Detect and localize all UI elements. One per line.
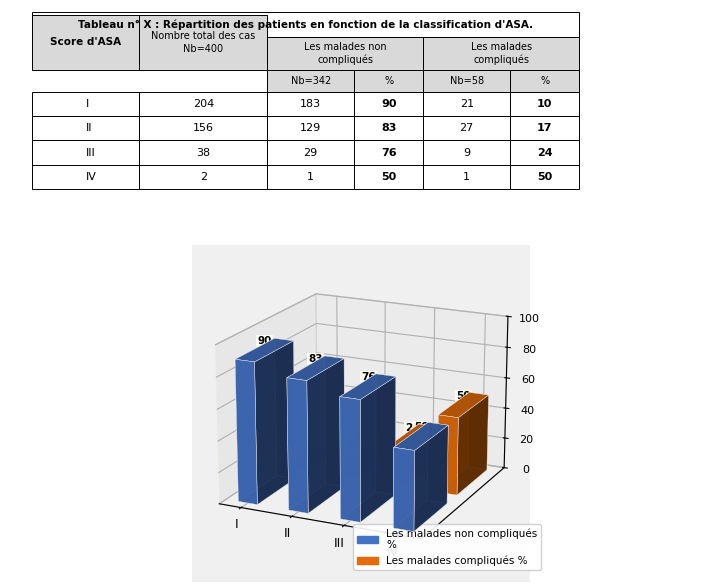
Text: Nb=58: Nb=58 bbox=[450, 76, 484, 86]
FancyBboxPatch shape bbox=[423, 92, 510, 116]
Text: 83: 83 bbox=[381, 123, 396, 133]
FancyBboxPatch shape bbox=[32, 15, 139, 70]
FancyBboxPatch shape bbox=[510, 70, 579, 92]
FancyBboxPatch shape bbox=[423, 37, 579, 70]
FancyBboxPatch shape bbox=[354, 70, 423, 92]
FancyBboxPatch shape bbox=[267, 37, 423, 70]
Text: 21: 21 bbox=[460, 99, 474, 109]
FancyBboxPatch shape bbox=[354, 116, 423, 141]
Text: 129: 129 bbox=[300, 123, 321, 133]
Text: 156: 156 bbox=[193, 123, 214, 133]
FancyBboxPatch shape bbox=[267, 92, 354, 116]
Text: 90: 90 bbox=[381, 99, 396, 109]
FancyBboxPatch shape bbox=[510, 141, 579, 165]
FancyBboxPatch shape bbox=[32, 116, 139, 141]
Text: Nombre total des cas
Nb=400: Nombre total des cas Nb=400 bbox=[151, 31, 256, 54]
Text: Les malades
compliqués: Les malades compliqués bbox=[471, 42, 532, 65]
Text: Les malades non
compliqués: Les malades non compliqués bbox=[304, 42, 387, 65]
Text: III: III bbox=[85, 148, 95, 158]
FancyBboxPatch shape bbox=[510, 165, 579, 189]
Text: I: I bbox=[85, 99, 89, 109]
FancyBboxPatch shape bbox=[139, 116, 267, 141]
Text: %: % bbox=[540, 76, 549, 86]
Text: 183: 183 bbox=[300, 99, 321, 109]
FancyBboxPatch shape bbox=[32, 165, 139, 189]
Text: 50: 50 bbox=[381, 172, 396, 182]
FancyBboxPatch shape bbox=[510, 92, 579, 116]
Text: %: % bbox=[384, 76, 393, 86]
FancyBboxPatch shape bbox=[267, 70, 354, 92]
Legend: Les malades non compliqués
%, Les malades compliqués %: Les malades non compliqués %, Les malade… bbox=[352, 524, 542, 570]
FancyBboxPatch shape bbox=[267, 141, 354, 165]
FancyBboxPatch shape bbox=[423, 141, 510, 165]
FancyBboxPatch shape bbox=[354, 141, 423, 165]
FancyBboxPatch shape bbox=[32, 92, 139, 116]
Text: 17: 17 bbox=[537, 123, 552, 133]
FancyBboxPatch shape bbox=[267, 165, 354, 189]
FancyBboxPatch shape bbox=[139, 92, 267, 116]
FancyBboxPatch shape bbox=[423, 165, 510, 189]
FancyBboxPatch shape bbox=[139, 141, 267, 165]
FancyBboxPatch shape bbox=[423, 70, 510, 92]
Text: 204: 204 bbox=[193, 99, 214, 109]
FancyBboxPatch shape bbox=[139, 165, 267, 189]
Text: Nb=342: Nb=342 bbox=[291, 76, 331, 86]
FancyBboxPatch shape bbox=[32, 12, 579, 37]
Text: 76: 76 bbox=[381, 148, 396, 158]
Text: Tableau n° X : Répartition des patients en fonction de la classification d'ASA.: Tableau n° X : Répartition des patients … bbox=[78, 19, 533, 29]
Text: II: II bbox=[85, 123, 92, 133]
FancyBboxPatch shape bbox=[354, 165, 423, 189]
FancyBboxPatch shape bbox=[423, 116, 510, 141]
Text: 9: 9 bbox=[463, 148, 470, 158]
Text: 10: 10 bbox=[537, 99, 552, 109]
Text: 1: 1 bbox=[464, 172, 470, 182]
FancyBboxPatch shape bbox=[510, 116, 579, 141]
Text: 2: 2 bbox=[200, 172, 207, 182]
Text: IV: IV bbox=[85, 172, 96, 182]
FancyBboxPatch shape bbox=[32, 141, 139, 165]
Text: Score d'ASA: Score d'ASA bbox=[50, 38, 121, 48]
Text: 50: 50 bbox=[537, 172, 552, 182]
Text: 27: 27 bbox=[460, 123, 474, 133]
Text: 38: 38 bbox=[196, 148, 210, 158]
Text: 1: 1 bbox=[308, 172, 314, 182]
FancyBboxPatch shape bbox=[354, 92, 423, 116]
FancyBboxPatch shape bbox=[139, 15, 267, 70]
FancyBboxPatch shape bbox=[267, 116, 354, 141]
Text: 24: 24 bbox=[537, 148, 552, 158]
Text: 29: 29 bbox=[304, 148, 318, 158]
